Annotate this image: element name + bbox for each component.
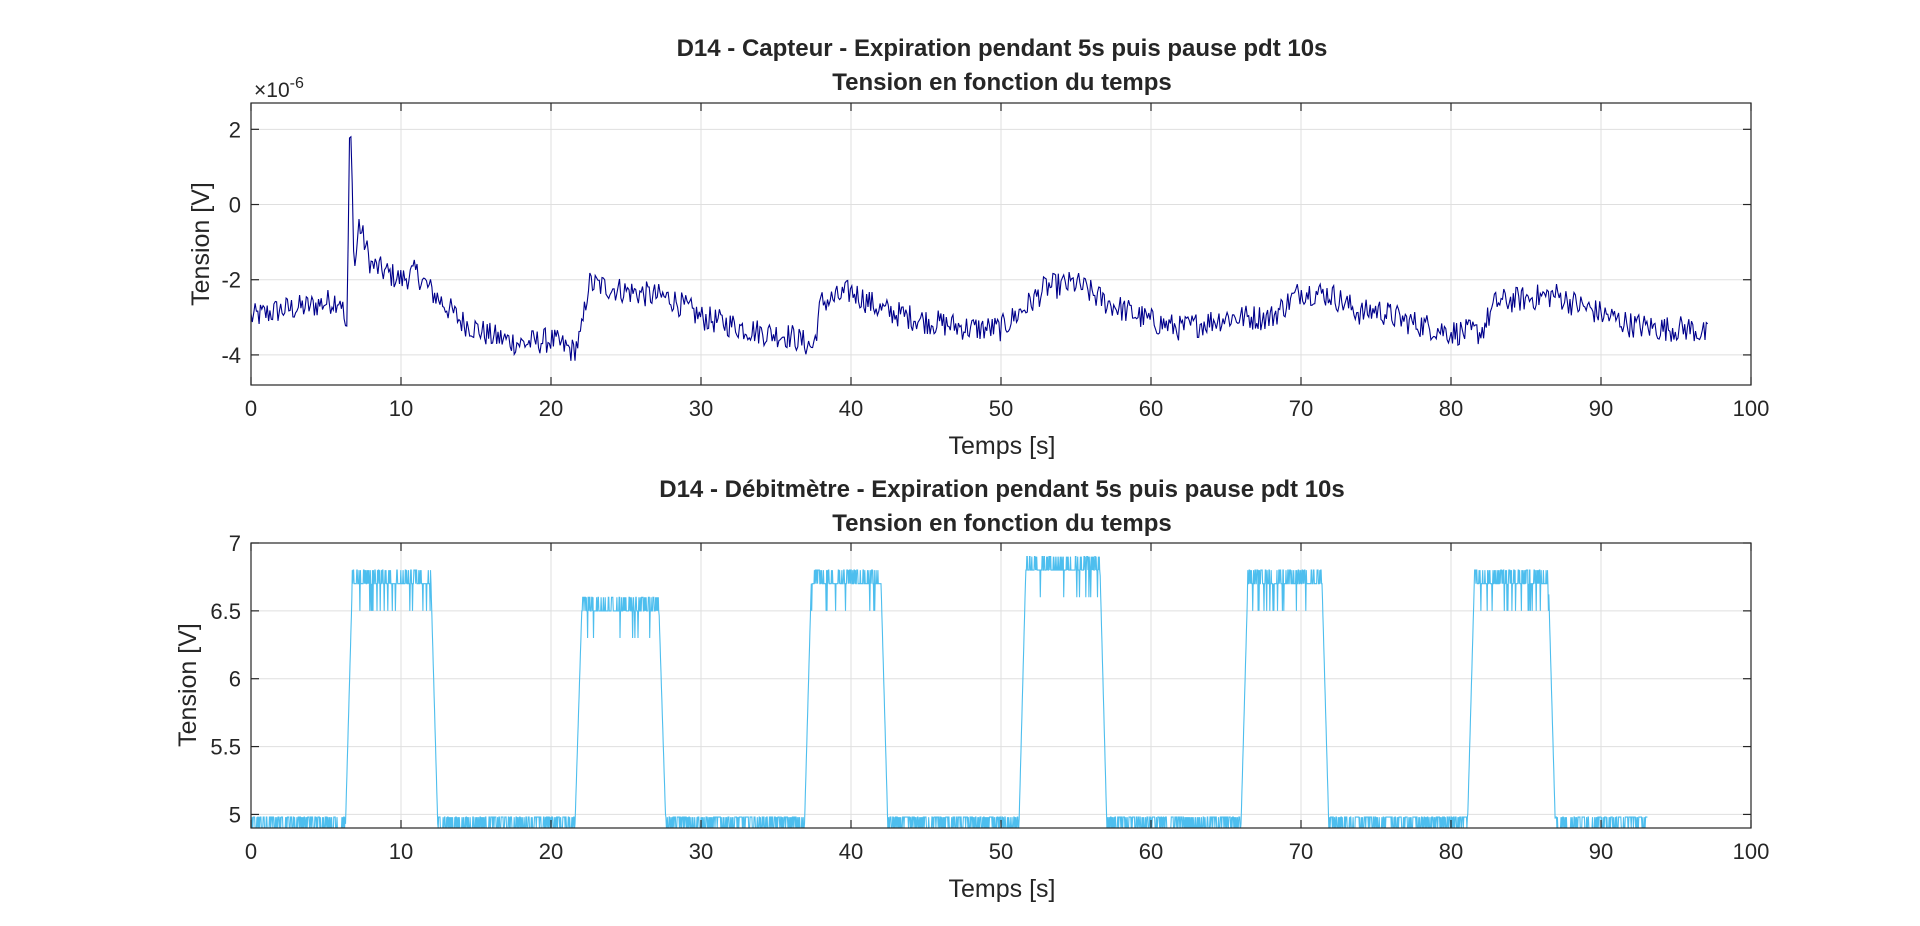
capteur-voltage-line (250, 135, 1709, 361)
x-tick-label: 80 (1439, 396, 1463, 421)
chart1-x-axis-label: Temps [s] (949, 432, 1056, 460)
chart1-gridlines (251, 103, 1751, 385)
x-tick-label: 0 (245, 839, 257, 864)
x-tick-label: 10 (389, 396, 413, 421)
x-tick-label: 90 (1589, 839, 1613, 864)
y-tick-label: 0 (229, 193, 241, 218)
chart2-title: D14 - Débitmètre - Expiration pendant 5s… (659, 476, 1345, 503)
x-tick-label: 10 (389, 839, 413, 864)
x-tick-label: 50 (989, 396, 1013, 421)
x-tick-label: 70 (1289, 839, 1313, 864)
x-tick-label: 40 (839, 839, 863, 864)
chart2-tick-labels: 0 10 20 30 40 50 60 70 80 90 100 5 5.5 6 6.5 7 (210, 531, 1769, 864)
y-tick-label: 6 (229, 667, 241, 692)
chart1-subtitle: Tension en fonction du temps (832, 69, 1172, 96)
chart2-y-axis-label: Tension [V] (174, 623, 202, 747)
x-tick-label: 90 (1589, 396, 1613, 421)
debitmetre-chart: D14 - Débitmètre - Expiration pendant 5s… (174, 476, 1769, 903)
x-tick-label: 30 (689, 396, 713, 421)
x-tick-label: 0 (245, 396, 257, 421)
x-tick-label: 30 (689, 839, 713, 864)
x-tick-label: 50 (989, 839, 1013, 864)
y-tick-label: -4 (221, 343, 241, 368)
x-tick-label: 60 (1139, 396, 1163, 421)
y-tick-label: 7 (229, 531, 241, 556)
chart1-y-exponent: ×10-6 (254, 75, 304, 102)
chart1-title: D14 - Capteur - Expiration pendant 5s pu… (677, 35, 1328, 62)
chart1-y-axis-label: Tension [V] (187, 182, 215, 306)
x-tick-label: 70 (1289, 396, 1313, 421)
x-tick-label: 20 (539, 839, 563, 864)
chart2-x-axis-label: Temps [s] (949, 875, 1056, 903)
chart2-gridlines (251, 542, 1751, 828)
y-tick-label: -2 (221, 268, 241, 293)
x-tick-label: 60 (1139, 839, 1163, 864)
capteur-chart: D14 - Capteur - Expiration pendant 5s pu… (187, 35, 1769, 460)
chart2-subtitle: Tension en fonction du temps (832, 510, 1172, 537)
x-tick-label: 100 (1733, 396, 1770, 421)
y-tick-label: 2 (229, 117, 241, 142)
x-tick-label: 40 (839, 396, 863, 421)
x-tick-label: 80 (1439, 839, 1463, 864)
y-tick-label: 6.5 (210, 599, 241, 624)
chart2-series-line (250, 556, 1648, 829)
chart1-series-line (250, 135, 1709, 361)
debitmetre-voltage-line (250, 556, 1648, 829)
y-tick-label: 5 (229, 802, 241, 827)
x-tick-label: 20 (539, 396, 563, 421)
chart1-tick-labels: 0 10 20 30 40 50 60 70 80 90 100 -4 -2 0 2 (221, 103, 1769, 421)
x-tick-label: 100 (1733, 839, 1770, 864)
y-tick-label: 5.5 (210, 735, 241, 760)
